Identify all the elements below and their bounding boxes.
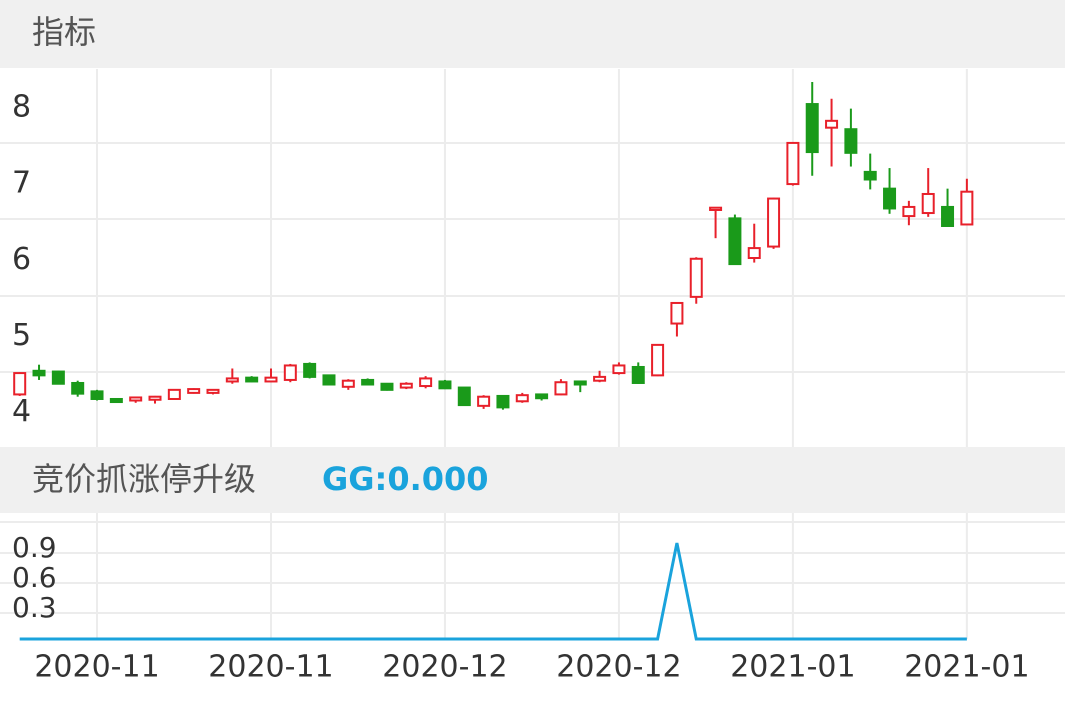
indicator-line	[19, 542, 967, 641]
candle-body	[187, 388, 201, 394]
y-tick-label: 0.6	[12, 561, 57, 594]
candle-body	[245, 376, 259, 383]
candle-body	[747, 247, 761, 260]
candle-body	[90, 390, 104, 400]
candle-body	[941, 205, 955, 227]
candle-body	[380, 382, 394, 391]
candle-body	[419, 377, 433, 388]
candle-body	[32, 369, 46, 377]
candle-body	[496, 394, 510, 409]
x-tick-label: 2021-01	[904, 650, 1029, 685]
x-tick-label: 2021-01	[730, 650, 855, 685]
candle-body	[554, 381, 568, 396]
y-tick-label: 5	[12, 318, 31, 353]
candle-body	[515, 394, 529, 403]
candle-body	[921, 192, 935, 215]
panel-title: 指标	[32, 13, 96, 51]
candle-body	[960, 190, 974, 226]
y-tick-label: 8	[12, 89, 31, 124]
candle-body	[109, 397, 123, 404]
x-tick-label: 2020-11	[34, 650, 159, 685]
candle-body	[805, 103, 819, 154]
panel-header	[0, 447, 1065, 513]
y-tick-label: 4	[12, 394, 31, 429]
y-tick-label: 0.3	[12, 591, 57, 624]
candle-body	[206, 388, 220, 394]
x-tick-label: 2020-12	[382, 650, 507, 685]
candle-body	[631, 365, 645, 384]
band-lines	[0, 142, 1065, 614]
candle-body	[535, 393, 549, 400]
panel-title: 竞价抓涨停升级	[32, 460, 256, 498]
panel-header	[0, 0, 1065, 68]
candle-body	[477, 395, 491, 407]
x-tick-label: 2020-12	[556, 650, 681, 685]
candle-body	[148, 395, 162, 401]
candle-body	[167, 388, 181, 400]
candle-body	[129, 396, 143, 402]
candle-body	[651, 343, 665, 377]
candle-body	[341, 379, 355, 388]
candle-body	[322, 374, 336, 386]
candle-body	[225, 377, 239, 383]
candle-body	[844, 128, 858, 154]
candle-body	[863, 170, 877, 181]
y-tick-label: 7	[12, 166, 31, 201]
legend-entry: GG:0.000	[322, 460, 489, 498]
candle-body	[689, 257, 703, 298]
x-tick-label: 2020-11	[208, 650, 333, 685]
candle-body	[51, 370, 65, 385]
candle-body	[593, 375, 607, 382]
candle-body	[283, 364, 297, 381]
candle-body	[361, 378, 375, 386]
candle-body	[767, 197, 781, 248]
candle-body	[71, 381, 85, 395]
candle-body	[612, 364, 626, 375]
candle-body	[457, 386, 471, 407]
candle-body	[786, 141, 800, 186]
candle-body	[438, 380, 452, 390]
candle-body	[399, 382, 413, 389]
candle-body	[13, 372, 27, 396]
y-tick-label: 0.9	[12, 531, 57, 564]
candle-body	[883, 187, 897, 210]
candle-body	[728, 217, 742, 266]
candle-body	[825, 119, 839, 129]
y-tick-label: 6	[12, 242, 31, 277]
candle-body	[709, 206, 723, 211]
candle-body	[264, 376, 278, 383]
candle-body	[573, 380, 587, 386]
candle-body	[670, 301, 684, 325]
candle-body	[902, 205, 916, 218]
candle-body	[303, 362, 317, 378]
